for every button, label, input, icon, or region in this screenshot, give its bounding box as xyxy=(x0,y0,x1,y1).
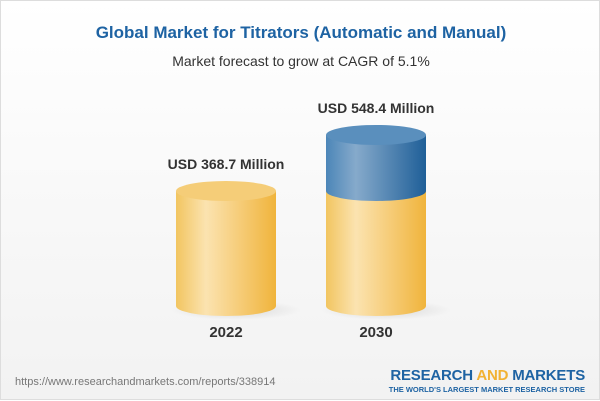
logo-text-and: AND xyxy=(476,367,509,384)
cylinder-top xyxy=(326,124,426,145)
chart-subtitle: Market forecast to grow at CAGR of 5.1% xyxy=(172,53,430,69)
chart-title: Global Market for Titrators (Automatic a… xyxy=(95,23,507,42)
category-label: 2030 xyxy=(359,324,392,341)
data-label: USD 368.7 Million xyxy=(168,156,285,172)
logo-tagline: THE WORLD'S LARGEST MARKET RESEARCH STOR… xyxy=(388,385,585,394)
category-label: 2022 xyxy=(209,324,242,341)
cylinder-top xyxy=(176,181,276,201)
cylinder-base-body xyxy=(176,191,276,316)
research-and-markets-logo: RESEARCH AND MARKETS THE WORLD'S LARGEST… xyxy=(389,367,585,394)
logo-text: MARKETS xyxy=(508,367,585,384)
source-url[interactable]: https://www.researchandmarkets.com/repor… xyxy=(15,376,276,388)
logo-text: RESEARCH xyxy=(390,367,477,384)
data-label: USD 548.4 Million xyxy=(318,100,435,116)
cylinder-base-body xyxy=(326,191,426,316)
cylinder-growth-body xyxy=(326,134,426,201)
